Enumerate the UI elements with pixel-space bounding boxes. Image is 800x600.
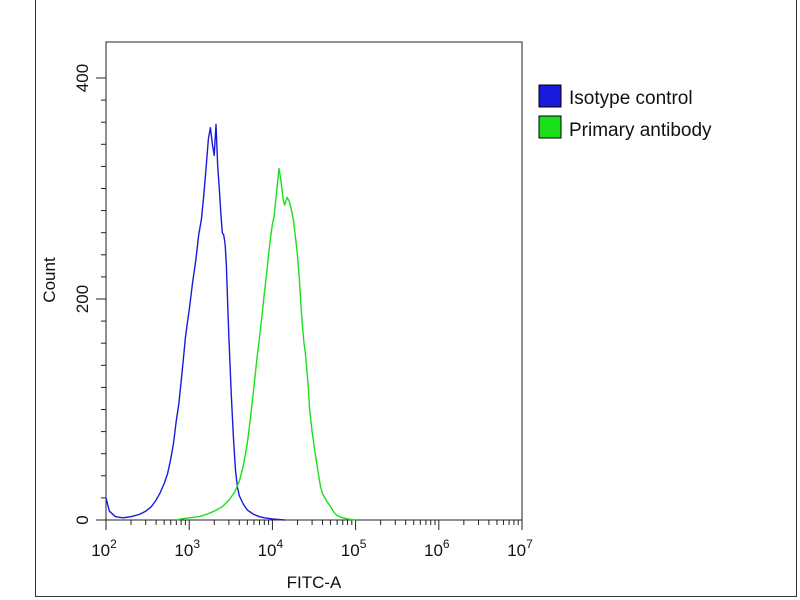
legend-swatch-isotype-control <box>538 84 562 108</box>
series-layer <box>105 123 356 521</box>
chart-frame <box>35 0 797 597</box>
legend-label-isotype-control: Isotype control <box>569 88 693 109</box>
x-tick-label: 105 <box>341 537 367 560</box>
y-tick-label: 0 <box>73 515 92 524</box>
x-axis-ticks: 102 103 104 105 106 107 <box>91 520 533 560</box>
x-axis-title: FITC-A <box>287 573 342 592</box>
plot-area <box>105 41 523 521</box>
y-tick-label: 400 <box>73 64 92 92</box>
legend-label-primary-antibody: Primary antibody <box>569 120 712 141</box>
x-tick-label: 106 <box>424 537 450 560</box>
legend: Isotype control Primary antibody <box>538 84 712 141</box>
x-tick-label: 103 <box>174 537 200 560</box>
series-line-isotype-control <box>105 123 285 521</box>
x-tick-label: 104 <box>258 537 284 560</box>
x-tick-label: 107 <box>507 537 533 560</box>
legend-swatch-primary-antibody <box>538 115 562 139</box>
series-line-primary-antibody <box>176 167 356 521</box>
x-tick-label: 102 <box>91 537 117 560</box>
y-tick-label: 200 <box>73 285 92 313</box>
y-axis-title: Count <box>40 257 59 303</box>
y-axis-ticks: 0 200 400 <box>73 64 106 525</box>
